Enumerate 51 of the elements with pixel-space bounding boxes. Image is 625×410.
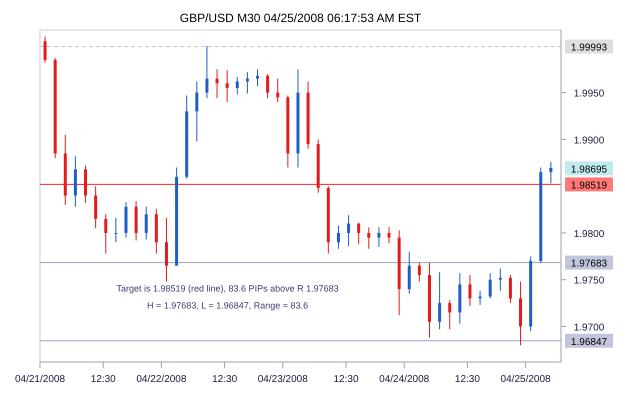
candlestick	[216, 68, 219, 99]
ref-line-label: 1.97683	[570, 258, 608, 270]
candlestick	[195, 80, 198, 142]
chart-title: GBP/USD M30 04/25/2008 06:17:53 AM EST	[180, 11, 422, 25]
candlestick	[388, 226, 391, 244]
x-tick-label: 12:30	[454, 374, 480, 385]
x-tick-label: 04/24/2008	[379, 374, 430, 385]
candlestick	[276, 78, 280, 103]
text: 1.98695	[570, 164, 608, 176]
x-tick-label: 04/25/2008	[500, 374, 552, 385]
ref-line-label: 1.99993	[570, 42, 608, 54]
annotation: H = 1.97683, L = 1.96847, Range = 83.6	[147, 300, 308, 310]
y-tick-label: 1.9700	[574, 322, 605, 334]
candlestick	[377, 226, 380, 248]
candlestick	[94, 186, 98, 229]
y-tick-label: 1.9900	[574, 135, 605, 146]
candlestick	[468, 274, 472, 306]
candlestick	[205, 45, 208, 99]
x-tick-label: 04/22/2008	[136, 374, 187, 385]
candlestick	[508, 274, 512, 304]
candlestick	[478, 290, 482, 306]
y-tick-label: 1.9950	[574, 88, 605, 100]
x-tick-label: 12:30	[334, 374, 359, 385]
ref-line-label: 1.98519	[570, 180, 608, 192]
candlestick	[438, 272, 442, 330]
candlestick	[357, 222, 360, 245]
candlestick	[367, 226, 370, 250]
y-tick-label: 1.9800	[574, 228, 605, 240]
x-tick-label: 12:30	[212, 374, 238, 385]
candlestick	[236, 76, 239, 96]
candlestick	[104, 214, 108, 254]
x-tick-label: 12:30	[90, 374, 116, 385]
candlestick	[488, 272, 492, 299]
x-tick-label: 04/21/2008	[14, 374, 66, 385]
candlestick	[347, 214, 350, 247]
candlestick	[266, 73, 270, 99]
candlestick	[336, 224, 340, 250]
candlestick	[226, 70, 229, 103]
x-tick-label: 04/23/2008	[258, 374, 308, 385]
ref-line-label: 1.96847	[570, 336, 608, 348]
y-tick-label: 1.9750	[574, 276, 605, 287]
annotation: Target is 1.98519 (red line), 83.6 PIPs above R 1.97683	[116, 284, 339, 294]
candlestick	[164, 217, 168, 282]
candlestick	[549, 161, 552, 184]
candlestick	[448, 300, 452, 330]
candlestick	[246, 72, 249, 94]
candlestick	[44, 36, 47, 64]
candlestick	[418, 262, 421, 282]
candlestick	[408, 251, 411, 294]
candlestick	[144, 206, 148, 240]
candlestick	[114, 217, 118, 243]
